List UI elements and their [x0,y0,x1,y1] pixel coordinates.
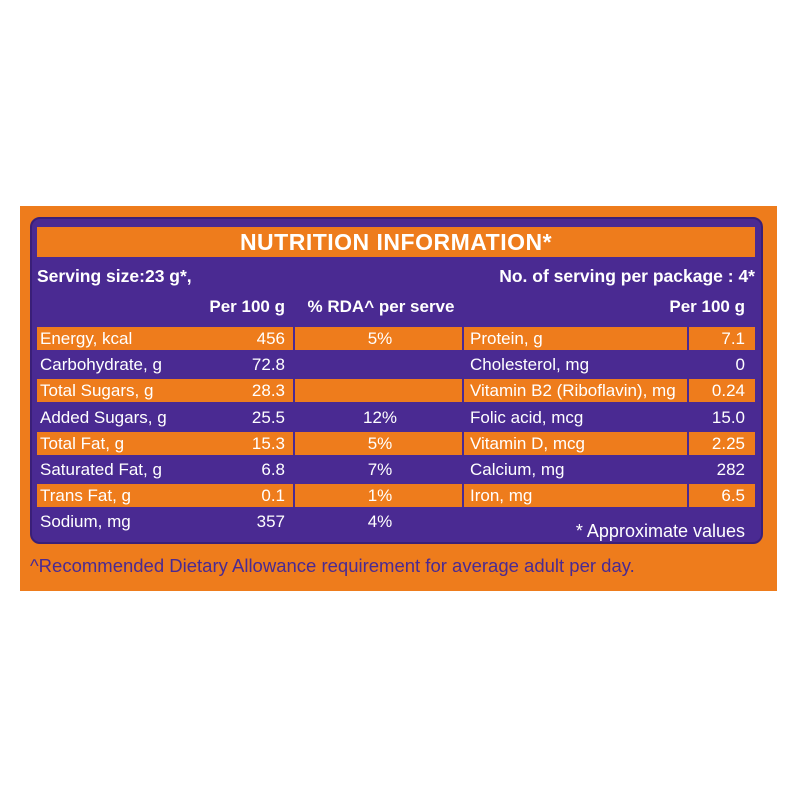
row-highlight [37,327,755,350]
nutrition-title: NUTRITION INFORMATION* [37,227,755,257]
nutrient-label: Energy, kcal [40,329,133,348]
nutrient-label: Vitamin D, mcg [470,433,585,453]
nutrient-rda: 12% [362,407,398,427]
nutrient-rda: 5% [367,433,393,453]
nutrient-per100g: 6.5 [721,486,745,506]
nutrient-per100g: 282 [716,460,745,479]
nutrient-per100g: 15.3 [251,433,285,453]
nutrient-per100g: 28.3 [251,381,285,401]
nutrient-label: Folic acid, mcg [470,407,584,427]
header-per-100g-right: Per 100 g [669,297,745,316]
row-highlight [37,484,755,508]
nutrient-per100g: 0.24 [711,381,745,401]
nutrient-rda: 7% [367,460,393,479]
nutrient-rda: 5% [367,329,393,348]
nutrient-per100g: 2.25 [711,433,745,453]
nutrient-per100g: 0 [735,355,745,375]
nutrient-rda: 4% [367,512,393,532]
nutrient-label: Added Sugars, g [40,407,167,427]
nutrient-label: Trans Fat, g [40,486,132,506]
nutrient-label: Cholesterol, mg [470,355,590,375]
nutrient-per100g: 0.1 [261,486,285,506]
approximate-values-note: * Approximate values [575,521,745,541]
column-divider [687,324,689,542]
nutrient-per100g: 6.8 [261,460,285,479]
nutrient-label: Iron, mg [470,486,533,506]
nutrient-rda: 1% [367,486,393,506]
row-highlight [37,431,755,455]
nutrient-label: Sodium, mg [40,512,131,532]
nutrient-label: Calcium, mg [470,460,565,479]
row-highlight [37,379,755,403]
nutrition-title-text: NUTRITION INFORMATION* [239,228,553,255]
header-rda-per-serve: % RDA^ per serve [307,297,455,316]
column-divider [293,324,295,542]
serving-size: Serving size:23 g*, [37,266,192,286]
nutrient-label: Total Fat, g [40,433,125,453]
rda-footnote: ^Recommended Dietary Allowance requireme… [30,555,635,576]
nutrient-per100g: 357 [256,512,285,532]
nutrient-label: Total Sugars, g [40,381,154,401]
column-divider [462,324,464,542]
nutrient-per100g: 72.8 [251,355,285,375]
nutrient-label: Protein, g [470,329,543,348]
nutrient-per100g: 456 [256,329,285,348]
nutrient-label: Saturated Fat, g [40,460,162,479]
nutrient-label: Vitamin B2 (Riboflavin), mg [470,381,676,401]
nutrient-per100g: 7.1 [721,329,745,348]
header-per-100g-left: Per 100 g [209,297,285,316]
nutrient-per100g: 15.0 [711,407,745,427]
servings-per-package: No. of serving per package : 4* [499,266,755,286]
nutrient-per100g: 25.5 [251,407,285,427]
nutrient-label: Carbohydrate, g [40,355,162,375]
